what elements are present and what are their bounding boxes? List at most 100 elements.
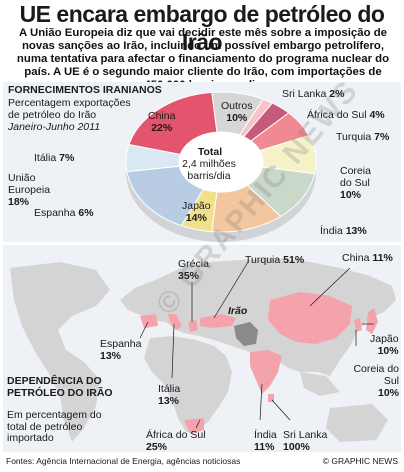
turkey-land (200, 314, 236, 328)
pie-label-italia-name: Itália (34, 152, 57, 164)
pie-subheading: Percentagem exportações de petróleo do I… (8, 97, 138, 133)
pie-center-value: 2,4 milhões barris/dia (182, 158, 236, 182)
map-label-coreia-name: Coreia do Sul (353, 363, 399, 387)
pie-label-ue-name2: Europeia (8, 184, 51, 196)
map-label-india-name: Índia (254, 429, 277, 441)
map-label-coreia-value: 10% (377, 387, 399, 399)
japan-land (366, 308, 378, 334)
map-label-japao: Japão 10% (370, 333, 399, 357)
eurasia-land (120, 258, 396, 376)
pie-label-japao: Japão 14% (182, 200, 211, 224)
map-subheading: Em percentagem do total de petróleo impo… (7, 409, 102, 444)
china-land (268, 292, 352, 344)
map-label-italia-value: 13% (158, 395, 180, 407)
leader-turquia (213, 261, 249, 319)
pie-label-srilanka: Sri Lanka 2% (282, 88, 344, 100)
pie-period: Janeiro-Junho 2011 (8, 121, 101, 133)
pie-label-italia: Itália 7% (34, 152, 74, 164)
australia-land (326, 404, 388, 442)
map-heading: DEPENDÊNCIA DO PETRÓLEO DO IRÃO (7, 375, 113, 399)
map-label-iran: Irão (228, 305, 248, 317)
pie-subheading-text: Percentagem exportações de petróleo do I… (8, 97, 131, 121)
pie-label-espanha: Espanha 6% (34, 207, 94, 219)
italy-land (168, 314, 182, 330)
map-label-espanha-name: Espanha (100, 338, 142, 350)
seasia-land (300, 372, 340, 396)
pie-label-coreia-name2: do Sul (340, 177, 370, 189)
map-label-coreia: Coreia do Sul 10% (345, 363, 399, 399)
pie-label-africa-name: África do Sul (307, 109, 367, 121)
map-label-japao-name: Japão (370, 333, 399, 345)
map-label-africa-value: 25% (146, 441, 168, 453)
leader-italia (171, 323, 175, 379)
map-label-italia: Itália 13% (158, 383, 180, 407)
map-label-italia-name: Itália (158, 383, 181, 395)
pie-label-ue: União Europeia 18% (8, 172, 50, 208)
pie-label-japao-name: Japão (182, 200, 211, 212)
pie-label-china: China 22% (148, 110, 175, 134)
map-label-espanha-value: 13% (100, 350, 122, 362)
pie-label-ue-value: 18% (8, 196, 30, 208)
map-label-turquia-name: Turquia (245, 254, 281, 266)
map-label-china-name: China (342, 252, 370, 264)
pie-label-italia-value: 7% (59, 152, 75, 164)
pie-heading: FORNECIMENTOS IRANIANOS (8, 84, 162, 96)
pie-label-africa: África do Sul 4% (307, 109, 385, 121)
pie-label-coreia: Coreia do Sul 10% (340, 165, 371, 201)
map-label-china-value: 11% (372, 252, 393, 264)
pie-label-turquia-name: Turquia (336, 131, 372, 143)
americas-land (10, 262, 110, 442)
donut-center-hole (179, 132, 263, 192)
map-label-srilanka: Sri Lanka 100% (283, 429, 327, 453)
map-label-turquia-value: 51% (283, 254, 305, 266)
india-land (250, 350, 282, 394)
pie-label-outros-name: Outros (221, 100, 253, 112)
map-label-china: China 11% (342, 252, 393, 264)
map-label-srilanka-name: Sri Lanka (283, 429, 328, 441)
korea-land (354, 318, 362, 332)
pie-label-srilanka-name: Sri Lanka (282, 88, 327, 100)
map-label-japao-value: 10% (377, 345, 399, 357)
map-label-africa: África do Sul 25% (146, 429, 206, 453)
map-label-grecia-value: 35% (178, 270, 200, 282)
pie-label-japao-value: 14% (185, 212, 207, 224)
pie-label-turquia: Turquia 7% (336, 131, 389, 143)
leader-espanha (139, 321, 149, 339)
map-label-turquia: Turquia 51% (245, 254, 304, 266)
pie-label-espanha-value: 6% (78, 207, 94, 219)
pie-label-coreia-name1: Coreia (340, 165, 371, 177)
pie-label-china-value: 22% (151, 122, 173, 134)
map-label-grecia: Grécia 35% (178, 258, 209, 282)
spain-land (140, 314, 158, 328)
pie-label-srilanka-value: 2% (329, 88, 345, 100)
pie-label-africa-value: 4% (369, 109, 385, 121)
leader-india (259, 383, 263, 421)
pie-center-total: Total (197, 146, 223, 158)
greece-land (188, 320, 198, 332)
pie-label-espanha-name: Espanha (34, 207, 76, 219)
pie-label-outros: Outros 10% (221, 100, 253, 124)
pie-label-india-name: Índia (320, 225, 343, 237)
leader-srilanka (271, 399, 291, 421)
map-label-srilanka-value: 100% (283, 441, 310, 453)
pie-label-coreia-value: 10% (340, 189, 362, 201)
pie-label-turquia-value: 7% (374, 131, 390, 143)
pie-label-ue-name1: União (8, 172, 36, 184)
africa-land (144, 336, 232, 432)
map-label-grecia-name: Grécia (178, 258, 209, 270)
pie-label-india-value: 13% (345, 225, 367, 237)
sources-note: Fontes: Agência Internacional de Energia… (6, 456, 241, 466)
infographic-title: UE encara embargo de petróleo do Irão (19, 1, 385, 55)
donut-slices (125, 91, 317, 242)
map-label-espanha: Espanha 13% (100, 338, 141, 362)
pie-label-outros-value: 10% (226, 112, 248, 124)
leader-africa (195, 419, 201, 429)
pie-label-india: Índia 13% (320, 225, 367, 237)
map-label-africa-name: África do Sul (146, 429, 206, 441)
credit-note: © GRAPHIC NEWS (322, 456, 398, 466)
pie-label-china-name: China (148, 110, 176, 122)
map-label-india: Índia 11% (254, 429, 277, 453)
leader-china (309, 267, 351, 307)
